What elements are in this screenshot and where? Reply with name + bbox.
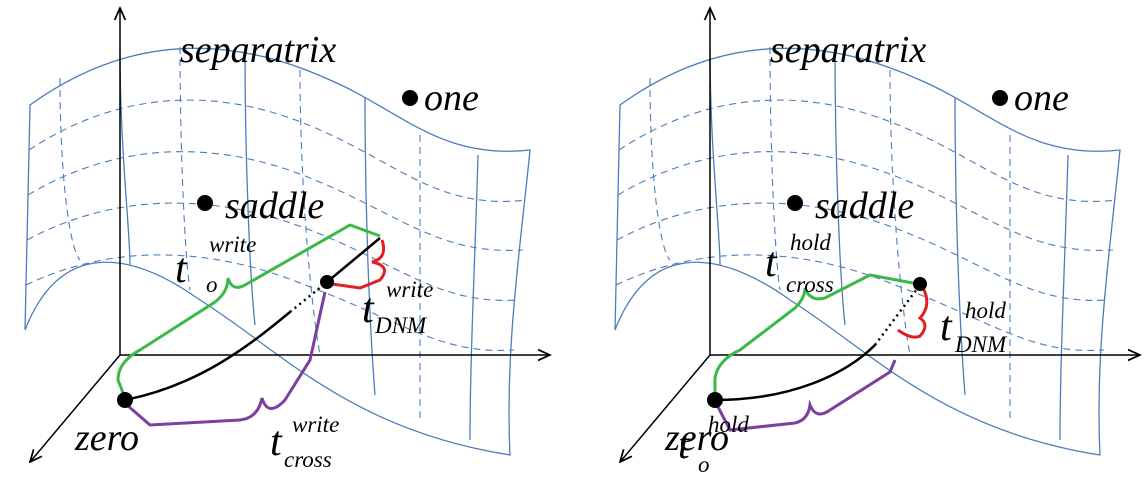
time-base: t: [678, 422, 691, 468]
time-sub: o: [206, 272, 218, 297]
time-sup: hold: [708, 412, 749, 437]
time-sub: cross: [284, 447, 332, 472]
zero-point: [117, 392, 133, 408]
point-label: saddle: [815, 185, 914, 227]
state-point: [320, 275, 334, 289]
time-base: t: [175, 246, 188, 292]
time-base: t: [270, 419, 283, 465]
point-label: one: [424, 77, 479, 119]
time-sub: cross: [786, 272, 834, 297]
time-base: t: [765, 240, 778, 286]
point-label: saddle: [225, 185, 324, 227]
point-label: one: [1014, 77, 1069, 119]
surface-label: separatrix: [770, 29, 926, 71]
time-sup: hold: [790, 230, 831, 255]
time-sup: write: [209, 232, 256, 257]
surface-label: separatrix: [180, 29, 336, 71]
trajectory: [715, 345, 875, 400]
zero-point: [707, 392, 723, 408]
time-sub: o: [698, 452, 710, 477]
figure: separatrix one saddle zero t write o t w…: [0, 0, 1148, 478]
time-sup: hold: [965, 298, 1006, 323]
time-sub: DNM: [374, 313, 428, 338]
one-point: [992, 90, 1008, 106]
trajectory: [327, 238, 380, 282]
one-point: [402, 90, 418, 106]
time-base: t: [940, 304, 953, 350]
bracket-red: [332, 240, 385, 288]
time-sup: write: [292, 412, 339, 437]
time-base: t: [362, 286, 375, 332]
panel-left: separatrix one saddle zero t write o t w…: [25, 8, 550, 472]
time-sup: write: [386, 277, 433, 302]
panel-right: separatrix one saddle zero t hold cross …: [615, 8, 1140, 477]
saddle-point: [197, 195, 213, 211]
state-point: [913, 277, 927, 291]
saddle-point: [787, 195, 803, 211]
point-label: zero: [74, 417, 139, 459]
time-sub: DNM: [954, 332, 1008, 357]
trajectory: [125, 312, 290, 400]
